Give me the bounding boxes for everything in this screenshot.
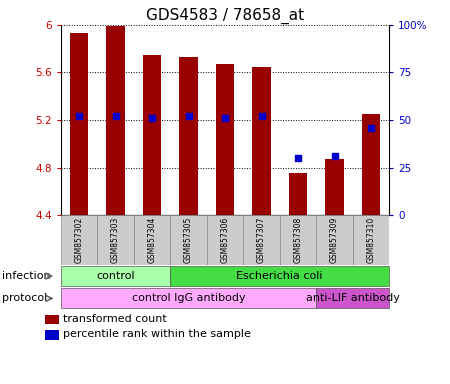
Bar xyxy=(325,159,344,215)
Bar xyxy=(170,215,207,265)
Text: GSM857309: GSM857309 xyxy=(330,217,339,263)
Text: anti-LIF antibody: anti-LIF antibody xyxy=(306,293,400,303)
Text: GSM857303: GSM857303 xyxy=(111,217,120,263)
Bar xyxy=(316,288,389,308)
Point xyxy=(148,115,156,121)
Text: Escherichia coli: Escherichia coli xyxy=(237,271,323,281)
Bar xyxy=(106,26,125,215)
Bar xyxy=(143,55,161,215)
Point xyxy=(331,153,338,159)
Text: GSM857305: GSM857305 xyxy=(184,217,193,263)
Text: GSM857304: GSM857304 xyxy=(148,217,157,263)
Text: GSM857302: GSM857302 xyxy=(75,217,84,263)
Bar xyxy=(170,266,389,286)
Bar xyxy=(207,215,243,265)
Bar xyxy=(353,215,389,265)
Bar xyxy=(45,315,58,324)
Text: percentile rank within the sample: percentile rank within the sample xyxy=(63,329,251,339)
Bar xyxy=(61,215,97,265)
Bar xyxy=(61,288,316,308)
Text: GSM857307: GSM857307 xyxy=(257,217,266,263)
Point xyxy=(294,155,302,161)
Bar xyxy=(216,64,234,215)
Bar xyxy=(97,215,134,265)
Bar xyxy=(362,114,380,215)
Text: infection: infection xyxy=(2,271,51,281)
Bar xyxy=(289,174,307,215)
Title: GDS4583 / 78658_at: GDS4583 / 78658_at xyxy=(146,7,304,23)
Point xyxy=(112,113,119,119)
Bar xyxy=(243,215,280,265)
Bar xyxy=(280,215,316,265)
Point xyxy=(258,113,265,119)
Text: GSM857306: GSM857306 xyxy=(220,217,230,263)
Point xyxy=(367,124,374,131)
Bar xyxy=(70,33,88,215)
Text: GSM857308: GSM857308 xyxy=(293,217,302,263)
Bar xyxy=(45,330,58,339)
Point xyxy=(221,115,229,121)
Bar xyxy=(61,266,170,286)
Point xyxy=(76,113,83,119)
Text: GSM857310: GSM857310 xyxy=(366,217,375,263)
Text: protocol: protocol xyxy=(2,293,48,303)
Bar xyxy=(252,66,270,215)
Bar xyxy=(134,215,170,265)
Text: control: control xyxy=(96,271,135,281)
Bar xyxy=(180,57,198,215)
Text: control IgG antibody: control IgG antibody xyxy=(132,293,245,303)
Bar xyxy=(316,215,353,265)
Text: transformed count: transformed count xyxy=(63,314,167,324)
Point xyxy=(185,113,192,119)
